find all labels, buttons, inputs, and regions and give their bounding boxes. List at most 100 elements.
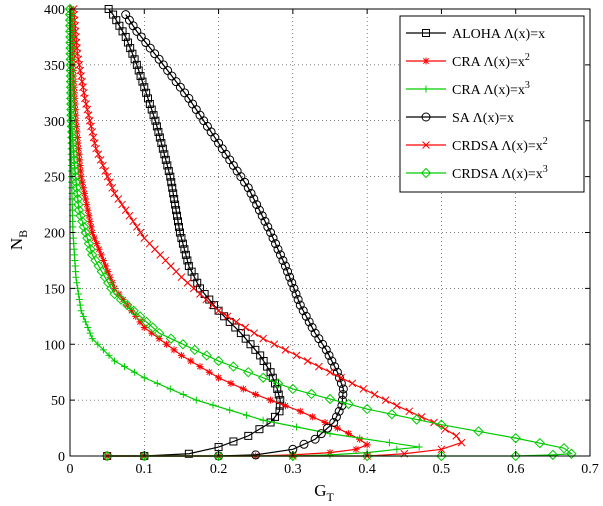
data-point	[80, 189, 88, 197]
data-point	[201, 350, 212, 361]
data-point	[145, 99, 154, 108]
data-point	[252, 391, 260, 399]
data-point	[241, 334, 250, 343]
data-point	[154, 54, 164, 64]
data-point	[78, 178, 86, 186]
legend-box	[399, 15, 585, 193]
data-point	[77, 173, 85, 181]
data-point	[250, 329, 259, 337]
data-point	[385, 439, 393, 447]
data-point	[175, 228, 184, 237]
data-point	[417, 413, 426, 421]
data-point	[65, 76, 77, 87]
data-point	[73, 279, 81, 287]
data-point	[80, 227, 91, 238]
x-axis-label-main: G	[314, 481, 326, 500]
legend-label-1: ALOHA Λ(x)=x	[452, 27, 545, 42]
data-point	[150, 49, 160, 59]
data-point	[174, 222, 183, 231]
data-point	[87, 249, 98, 261]
data-point	[140, 83, 149, 92]
data-point	[441, 425, 449, 434]
y-axis-label-sub: B	[16, 230, 30, 238]
legend-entry-2: CRA Λ(x)=x2	[406, 52, 530, 70]
data-point	[180, 245, 189, 254]
legend-label-3: CRA Λ(x)=x3	[452, 80, 530, 98]
data-point	[338, 384, 348, 394]
y-axis-label-main: N	[7, 238, 26, 250]
data-point	[82, 195, 90, 203]
data-point	[214, 443, 223, 452]
data-point	[229, 437, 238, 446]
legend-entry-1: ALOHA Λ(x)=x	[406, 27, 545, 42]
data-point	[287, 278, 297, 288]
data-point	[140, 323, 148, 331]
data-point	[184, 449, 193, 458]
data-point	[173, 211, 182, 220]
data-point	[129, 217, 137, 226]
legend-swatch-3	[406, 85, 446, 93]
data-point	[148, 329, 156, 337]
data-point	[130, 55, 139, 64]
legend-entry-5: CRDSA Λ(x)=x2	[406, 136, 548, 154]
data-point	[361, 450, 373, 462]
data-point	[110, 189, 119, 198]
data-point	[108, 183, 117, 192]
data-point	[436, 450, 447, 462]
series-4	[102, 10, 348, 461]
data-point	[215, 374, 223, 382]
data-point	[97, 251, 105, 259]
data-point	[106, 178, 114, 187]
data-point	[281, 345, 290, 354]
data-point	[309, 413, 317, 421]
data-point	[114, 195, 123, 203]
data-point	[85, 212, 93, 220]
data-point	[246, 188, 256, 198]
data-point	[132, 60, 141, 69]
data-point	[306, 388, 317, 400]
data-point	[71, 94, 79, 102]
data-point	[251, 345, 260, 354]
data-point	[208, 301, 217, 309]
data-point	[381, 396, 390, 404]
y-tick-label: 200	[44, 227, 65, 242]
data-point	[214, 306, 223, 315]
y-tick-label: 250	[44, 171, 65, 186]
data-point	[68, 154, 80, 166]
data-point	[183, 256, 192, 265]
data-point	[72, 193, 84, 205]
data-point	[70, 89, 78, 97]
data-point	[87, 223, 95, 231]
data-point	[393, 401, 401, 410]
data-point	[171, 200, 180, 209]
legend-label-5-main: CRDSA Λ(x)=x	[452, 139, 543, 154]
data-point	[473, 426, 484, 437]
data-point	[167, 178, 176, 187]
data-point	[307, 322, 317, 332]
data-point	[163, 340, 171, 348]
data-point	[534, 437, 546, 449]
data-point	[280, 261, 290, 271]
data-point	[323, 423, 333, 433]
data-point	[338, 390, 348, 400]
data-point	[167, 71, 177, 81]
data-point	[566, 448, 577, 459]
ticks: 0 0.1 0.2 0.3 0.4 0.5 0.6 0.7 0 50 100 150 200 250 300…	[44, 3, 599, 477]
data-point	[324, 350, 334, 360]
data-point	[249, 194, 259, 204]
data-point	[510, 450, 521, 462]
data-point	[121, 10, 131, 20]
data-point	[271, 412, 280, 421]
data-point	[128, 49, 137, 58]
data-point	[123, 38, 132, 47]
data-point	[251, 450, 261, 460]
x-tick-label: 0.5	[433, 462, 451, 477]
data-point	[172, 206, 181, 215]
data-point	[147, 105, 156, 114]
data-point	[141, 316, 152, 328]
data-point	[257, 372, 269, 383]
data-point	[75, 296, 83, 304]
legend-label-5: CRDSA Λ(x)=x2	[452, 136, 548, 154]
data-point	[86, 329, 94, 337]
data-point	[310, 328, 320, 338]
